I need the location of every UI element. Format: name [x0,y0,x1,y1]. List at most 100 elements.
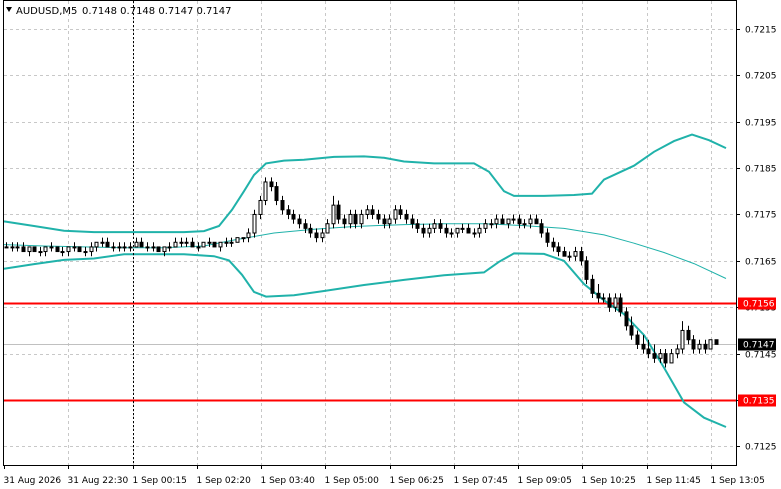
time-axis[interactable]: 31 Aug 2026 31 Aug 22:30 1 Sep 00:15 1 Sep … [4,465,765,486]
candle-body-bull [4,246,9,249]
candle-body-bull [89,246,94,253]
candle-body-bull [38,251,43,254]
candle-body-bull [506,218,511,225]
current-price-tag-label: 0.7147 [743,341,775,351]
candle-body-bull [117,246,122,249]
candle-body-bear [579,251,584,262]
candle-body-bear [663,353,668,364]
candle-body-bear [646,348,651,355]
candle-body-bull [207,241,212,244]
candle-body-bull [325,223,330,234]
candle-body-bull [196,246,201,249]
candle-body-bull [111,246,116,249]
candle-body-bear [190,241,195,248]
candle-body-bull [489,223,494,226]
time-tick-label: 1 Sep 03:40 [261,476,316,486]
time-tick-label: 1 Sep 06:25 [390,476,444,486]
triangle-down-icon[interactable] [6,7,12,12]
candle-body-bull [387,218,392,225]
candle-body-bull [43,246,48,253]
candle-body-bear [32,246,37,253]
price-tick-label: 0.7195 [745,119,777,129]
candle-body-bear [156,246,161,253]
candle-body-bull [134,241,139,248]
candle-body-bull [460,227,465,230]
level-price-tag [738,394,776,407]
candle-body-bear [269,181,274,188]
candle-body-bull [601,297,606,300]
candle-body-bear [618,297,623,313]
candle-body-bear [438,223,443,229]
candle-body-bear [421,227,426,234]
candle-body-bull [573,251,578,257]
candle-body-bull [365,209,370,215]
candle-body-bull [528,218,533,225]
candle-body-bull [72,246,77,249]
candle-body-bear [303,223,308,229]
candle-body-bull [669,353,674,364]
price-tick-label: 0.7215 [745,26,777,36]
candle-body-bull [567,255,572,258]
candle-body-bear [686,329,691,341]
candle-body-bull [455,227,460,234]
candle-body-bull [511,218,516,221]
candle-body-bull [83,251,88,254]
price-tick-label: 0.7175 [745,211,777,221]
time-tick-label: 1 Sep 02:20 [197,476,252,486]
time-tick-label: 1 Sep 09:05 [518,476,572,486]
candle-body-bear [274,186,279,202]
candle-body-bull [49,246,54,249]
candle-body-bear [652,353,657,359]
time-tick-label: 1 Sep 13:05 [711,476,765,486]
candle-body-bear [641,343,646,350]
candle-body-bull [94,241,99,248]
candle-body-bear [398,209,403,215]
price-tick-label: 0.7125 [745,443,777,453]
candle-body-bull [224,241,229,244]
candle-body-bear [314,232,319,239]
candle-body-bear [415,223,420,229]
candle-body-bear [551,241,556,248]
candle-body-bull [179,241,184,244]
plot-frame [3,0,737,466]
candle-body-bull [122,246,127,249]
vertical-grid-lines [68,1,712,465]
candle-body-bull [10,246,15,249]
candle-body-bear [410,218,415,225]
candle-body-bear [466,227,471,234]
candle-body-bull [201,241,206,248]
candle-body-bear [539,223,544,234]
candle-body-bull [100,241,105,244]
candle-body-bull [675,348,680,355]
time-tick-label: 1 Sep 00:15 [133,476,187,486]
candle-body-bull [393,209,398,220]
candlesticks [4,177,719,368]
candle-body-bull [128,246,133,249]
candle-body-bull [162,246,167,253]
candle-body-bull [472,232,477,235]
candle-body-bull [167,246,172,249]
candle-body-bear [534,218,539,225]
candle-body-bear [336,204,341,220]
candle-body-bull [708,339,713,350]
candle-body-bear [376,213,381,220]
candle-body-bear [77,246,82,253]
current-price-tag [738,338,776,351]
candle-body-bull [432,223,437,229]
candle-body-bear [624,311,629,327]
candle-body-bull [483,223,488,229]
candle-body-bear [517,218,522,225]
price-tick-label: 0.7145 [745,351,777,361]
price-tick-label: 0.7165 [745,258,777,268]
candle-body-bear [584,260,589,280]
price-tick-label: 0.7185 [745,165,777,175]
price-tick-label: 0.7205 [745,72,777,82]
candle-body-bear [629,325,634,336]
candle-body-bull [477,227,482,234]
symbol-label: AUDUSD,M5 [16,6,77,17]
candle-body-bull [680,329,685,350]
candle-body-bull [427,227,432,234]
candle-body-bull [263,181,268,202]
candle-body-bull [252,213,257,234]
